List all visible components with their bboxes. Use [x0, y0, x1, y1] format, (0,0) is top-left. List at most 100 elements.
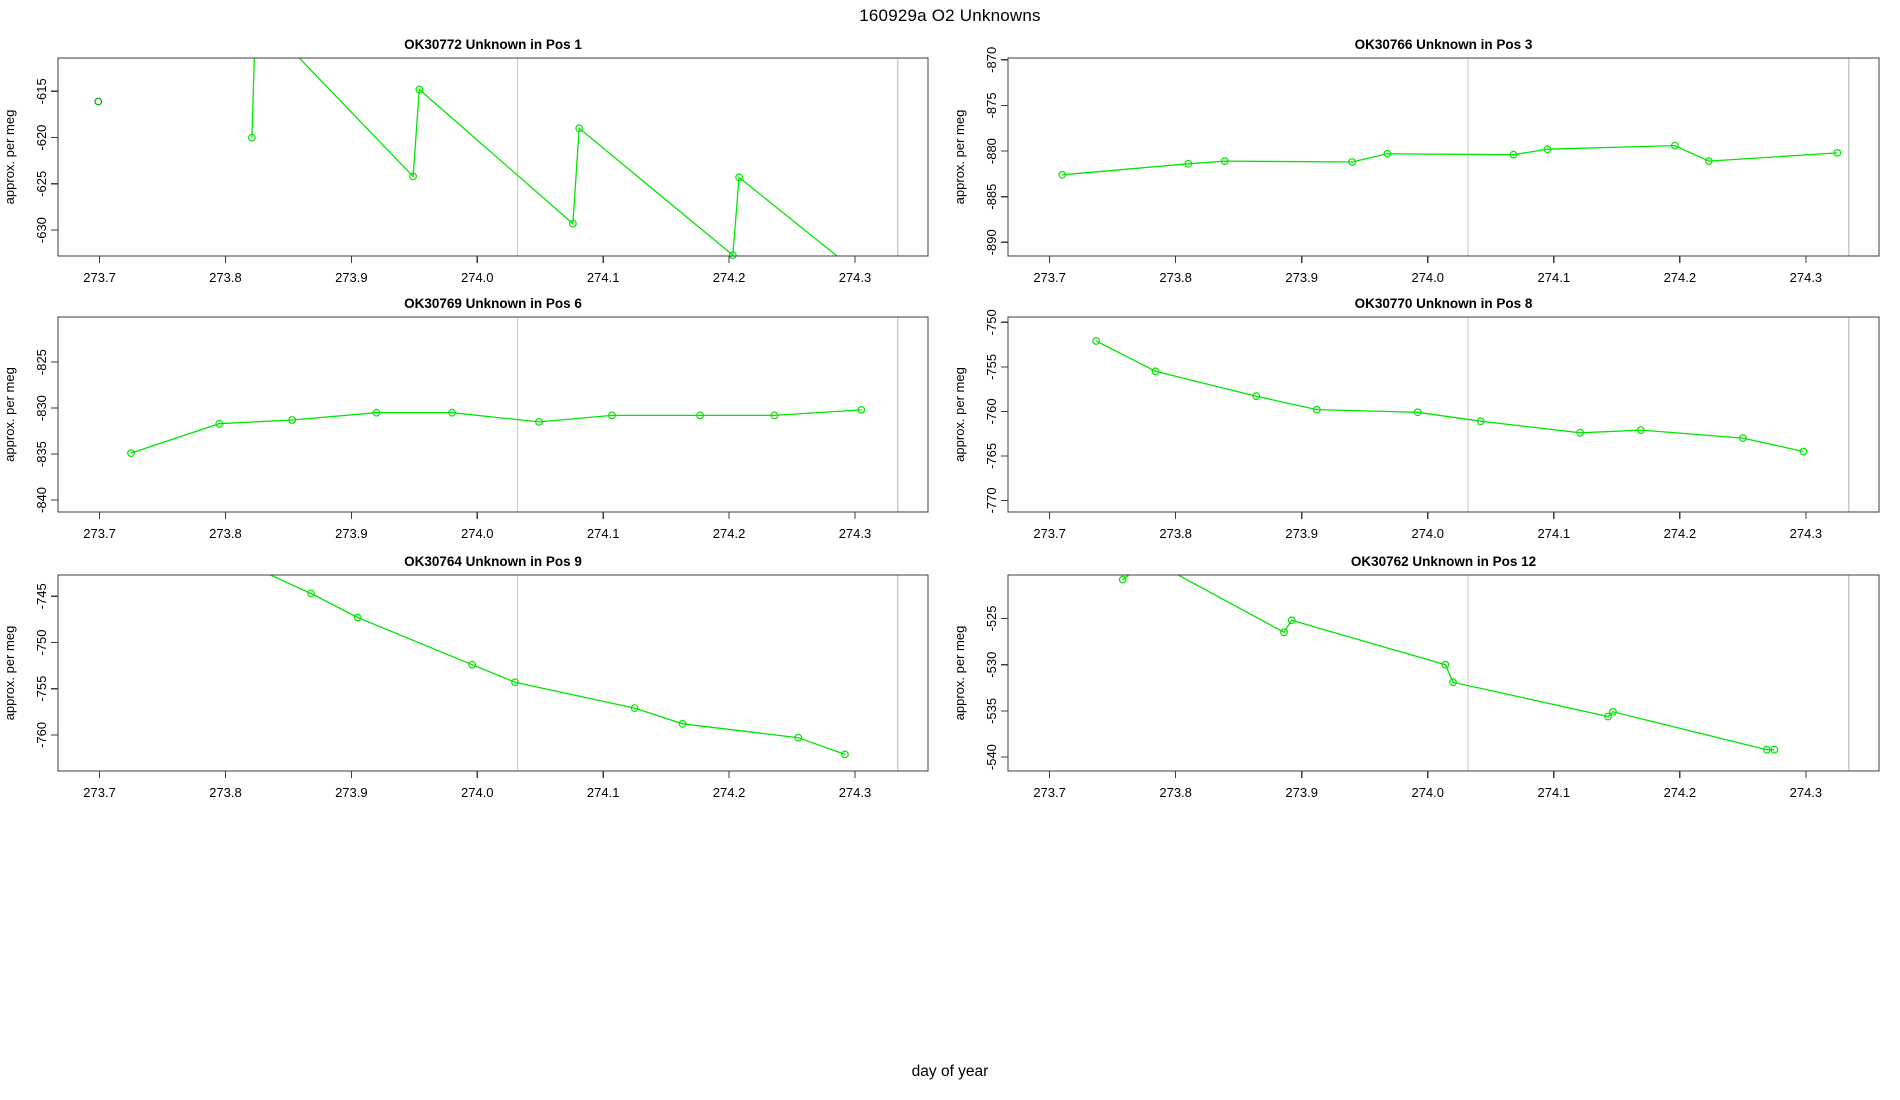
data-point-marker — [1476, 417, 1485, 426]
data-point-marker — [353, 613, 362, 622]
data-point-marker — [288, 416, 297, 424]
x-tick-label: 274.1 — [587, 526, 620, 541]
plot-box — [57, 574, 929, 772]
plot-box — [1007, 574, 1880, 772]
y-tick-label: -880 — [984, 138, 999, 164]
data-point-marker — [94, 97, 103, 106]
data-point-marker — [1833, 148, 1842, 157]
data-point-marker — [728, 251, 737, 260]
data-point-marker — [1770, 745, 1779, 754]
data-point-marker — [1058, 170, 1067, 179]
y-axis-label: approx. per meg — [952, 626, 967, 721]
subplot-title: OK30769 Unknown in Pos 6 — [404, 296, 582, 311]
figure-title: 160929a O2 Unknowns — [859, 6, 1041, 25]
y-tick-label: -625 — [34, 171, 49, 197]
x-tick-label: 274.2 — [713, 785, 746, 800]
data-point-marker — [1449, 678, 1457, 687]
data-point-marker — [1636, 426, 1645, 435]
data-point-marker — [630, 704, 639, 712]
x-tick-label: 274.0 — [461, 270, 494, 285]
y-tick-label: -750 — [984, 309, 999, 335]
data-point-marker — [1280, 628, 1288, 637]
y-tick-label: -770 — [984, 487, 999, 513]
y-tick-label: -875 — [984, 92, 999, 118]
series-line — [1062, 144, 1838, 176]
x-tick-label: 274.1 — [1538, 270, 1571, 285]
subplot-ok30769: OK30769 Unknown in Pos 6 273.7 273.8 273.9 2… — [2, 296, 929, 541]
x-tick-label: 273.9 — [335, 270, 368, 285]
x-tick-label: 273.9 — [335, 785, 368, 800]
y-axis-label: approx. per meg — [2, 110, 17, 205]
x-tick-label: 273.8 — [1159, 785, 1192, 800]
series-line — [1122, 575, 1775, 751]
data-point-marker — [1762, 745, 1771, 754]
data-point-marker — [841, 750, 849, 759]
data-point-marker — [1383, 149, 1392, 158]
x-tick-label: 274.2 — [713, 270, 746, 285]
data-point-marker — [215, 419, 224, 428]
data-point-marker — [1543, 145, 1552, 154]
y-axis-label: approx. per meg — [2, 367, 17, 462]
y-tick-label: -620 — [34, 125, 49, 151]
data-point-marker — [1609, 707, 1617, 716]
data-point-marker — [1509, 150, 1518, 159]
subplot-title: OK30770 Unknown in Pos 8 — [1355, 296, 1533, 311]
y-tick-label: -745 — [34, 583, 49, 609]
data-point-marker — [535, 418, 543, 426]
data-point-marker — [1604, 712, 1612, 721]
x-tick-label: 274.3 — [839, 270, 872, 285]
data-point-marker — [448, 408, 457, 417]
plot-box — [57, 316, 929, 513]
data-point-marker — [1704, 157, 1713, 166]
x-tick-label: 273.8 — [209, 785, 242, 800]
data-point-marker — [1441, 660, 1450, 669]
series-line — [1095, 340, 1804, 453]
data-point-marker — [1151, 367, 1160, 376]
subplot-title: OK30764 Unknown in Pos 9 — [404, 554, 582, 569]
x-tick-label: 274.1 — [1538, 526, 1571, 541]
subplot-ok30772: OK30772 Unknown in Pos 1 273.7 273.8 273.9 2… — [2, 37, 929, 285]
x-tick-label: 273.7 — [1033, 526, 1066, 541]
y-tick-label: -890 — [984, 229, 999, 255]
x-tick-label: 274.0 — [1411, 785, 1444, 800]
data-point-marker — [575, 124, 584, 133]
y-tick-label: -825 — [34, 349, 49, 375]
x-tick-label: 273.8 — [1159, 270, 1192, 285]
y-tick-label: -760 — [984, 398, 999, 424]
subplot-ok30764: OK30764 Unknown in Pos 9 273.7 273.8 273.9 2… — [2, 554, 929, 800]
x-tick-label: 274.1 — [587, 270, 620, 285]
x-tick-label: 273.9 — [1285, 785, 1318, 800]
y-tick-label: -755 — [34, 676, 49, 702]
y-axis-label: approx. per meg — [952, 367, 967, 462]
y-tick-label: -750 — [34, 629, 49, 655]
data-point-marker — [857, 406, 866, 414]
x-tick-label: 274.0 — [1411, 526, 1444, 541]
subplot-title: OK30772 Unknown in Pos 1 — [404, 37, 582, 52]
x-tick-label: 274.3 — [1790, 526, 1823, 541]
data-point-marker — [1312, 405, 1321, 414]
data-point-marker — [247, 133, 256, 142]
x-tick-label: 273.9 — [1285, 526, 1318, 541]
y-tick-label: -870 — [984, 47, 999, 73]
data-point-marker — [1738, 434, 1747, 443]
subplot-title: OK30762 Unknown in Pos 12 — [1351, 554, 1536, 569]
x-tick-label: 274.2 — [713, 526, 746, 541]
x-tick-label: 273.8 — [1159, 526, 1192, 541]
x-tick-label: 274.2 — [1664, 270, 1697, 285]
data-point-marker — [770, 411, 779, 420]
y-tick-label: -830 — [34, 395, 49, 421]
data-point-marker — [1118, 575, 1127, 584]
series-line — [251, 58, 839, 256]
data-point-marker — [127, 449, 135, 458]
plot-box — [57, 57, 929, 257]
x-tick-label: 273.7 — [83, 526, 116, 541]
data-point-marker — [1348, 158, 1356, 166]
y-tick-label: -630 — [34, 217, 49, 243]
data-point-marker — [1092, 337, 1101, 345]
data-point-marker — [608, 411, 616, 420]
data-point-marker — [1413, 408, 1422, 417]
x-tick-label: 274.3 — [839, 785, 872, 800]
data-point-marker — [415, 85, 424, 94]
data-point-marker — [511, 678, 519, 687]
data-point-marker — [1184, 159, 1193, 168]
